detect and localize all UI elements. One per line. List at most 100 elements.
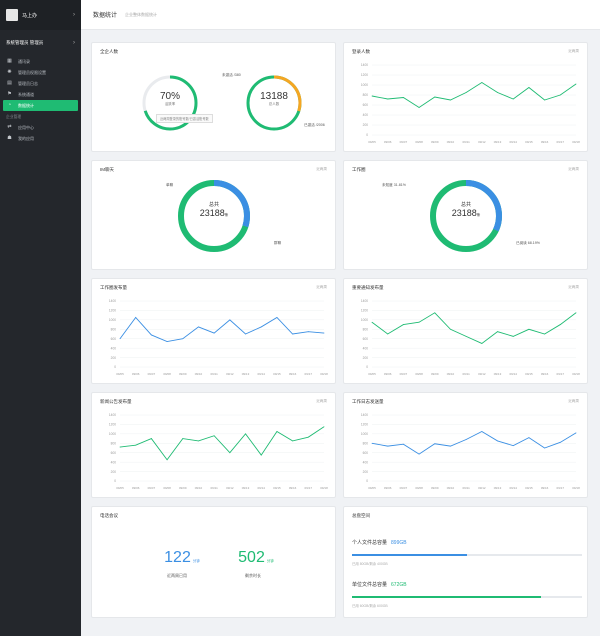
x-tick-label: 09/06 bbox=[132, 486, 140, 490]
x-tick-label: 09/07 bbox=[148, 486, 156, 490]
period-link[interactable]: 近两周 bbox=[568, 49, 579, 53]
data-point bbox=[292, 333, 294, 335]
x-tick-label: 09/11 bbox=[211, 486, 219, 490]
data-point bbox=[387, 333, 389, 335]
sidebar-item-a4[interactable]: ◔ 数据统计 bbox=[3, 100, 78, 111]
data-point bbox=[371, 442, 373, 444]
y-tick-label: 1400 bbox=[109, 299, 116, 303]
data-point bbox=[481, 431, 483, 432]
ring1-center: 70% 活跃率 bbox=[150, 91, 190, 107]
y-tick-label: 400 bbox=[363, 346, 369, 350]
data-point bbox=[497, 92, 498, 93]
work-total-value: 23188条 bbox=[441, 208, 491, 218]
x-tick-label: 09/07 bbox=[148, 372, 156, 376]
x-tick-label: 09/11 bbox=[463, 372, 471, 376]
data-point bbox=[307, 436, 309, 438]
sidebar-item-a0[interactable]: ▦ 通讯录 bbox=[0, 56, 81, 67]
data-point bbox=[371, 95, 373, 97]
x-tick-label: 09/10 bbox=[195, 372, 203, 376]
y-tick-label: 200 bbox=[363, 356, 369, 360]
data-point bbox=[559, 441, 561, 443]
x-tick-label: 09/15 bbox=[273, 486, 281, 490]
y-tick-label: 800 bbox=[111, 441, 117, 445]
series-line bbox=[371, 312, 577, 344]
x-tick-label: 09/08 bbox=[415, 140, 423, 144]
y-tick-label: 1200 bbox=[361, 309, 368, 313]
x-tick-label: 09/18 bbox=[320, 372, 328, 376]
data-point bbox=[166, 459, 168, 461]
account-switcher[interactable]: 系统管理员 管理员 › bbox=[0, 30, 81, 56]
y-tick-label: 0 bbox=[114, 365, 116, 369]
x-tick-label: 09/15 bbox=[525, 486, 533, 490]
card-title: 总盘空间 bbox=[352, 513, 370, 518]
period-link[interactable]: 近两周 bbox=[568, 285, 579, 289]
y-tick-label: 800 bbox=[111, 327, 117, 331]
personal-storage: 个人文件总容量 899GB 已用 80GB/剩余 400GB bbox=[352, 531, 582, 566]
period-link[interactable]: 近两周 bbox=[316, 285, 327, 289]
sidebar-item-a2[interactable]: ▤ 管理员日志 bbox=[0, 78, 81, 89]
work-card: 工作圈 近两周 总共 23188条 未知度 31.81% 已阅读 68.19% bbox=[343, 160, 588, 270]
company-storage-note: 已用 60GB/剩余 600GB bbox=[352, 604, 388, 608]
storage-card: 总盘空间 个人文件总容量 899GB 已用 80GB/剩余 400GB 单位文件总… bbox=[343, 506, 588, 618]
log-pub-line-chart: 1400 1200 1000 800 600 400 200 009/05 09/06 09/07… bbox=[361, 413, 580, 490]
data-point bbox=[387, 445, 389, 447]
period-link[interactable]: 近两周 bbox=[568, 399, 579, 403]
y-tick-label: 1000 bbox=[109, 432, 116, 436]
x-tick-label: 09/05 bbox=[116, 486, 124, 490]
data-point bbox=[260, 326, 262, 328]
company-storage-label: 单位文件总容量 bbox=[352, 582, 388, 588]
y-tick-label: 1400 bbox=[361, 299, 368, 303]
page-title: 数据统计 bbox=[93, 13, 118, 19]
y-tick-label: 1400 bbox=[361, 413, 368, 417]
account-label: 系统管理员 管理员 bbox=[6, 40, 44, 45]
y-tick-label: 200 bbox=[111, 356, 117, 360]
period-link[interactable]: 近两周 bbox=[316, 399, 327, 403]
data-point bbox=[150, 334, 152, 336]
enterprise-card: 全企人数 70% 活跃率 13188 总人数 未激活 /380 已激活 /200… bbox=[91, 42, 336, 152]
data-point bbox=[497, 440, 498, 442]
data-point bbox=[198, 326, 199, 328]
total-users-value: 13188 bbox=[260, 91, 288, 102]
brand-bar[interactable]: 马上办 › bbox=[0, 0, 81, 30]
x-tick-label: 09/10 bbox=[447, 372, 455, 376]
log-pub-card: 工作日志发送量 近两周 1400 1200 1000 800 600 400 200 0 09/… bbox=[343, 392, 588, 498]
x-tick-label: 09/05 bbox=[368, 486, 376, 490]
x-tick-label: 09/11 bbox=[463, 486, 471, 490]
card-title: 工作日志发送量 bbox=[352, 399, 384, 404]
im-card: IM聊天 近两周 总共 23188条 单聊 群聊 bbox=[91, 160, 336, 270]
y-tick-label: 1200 bbox=[361, 73, 368, 77]
sidebar-item-a3[interactable]: ⚑ 系统通道 bbox=[0, 89, 81, 100]
y-tick-label: 1000 bbox=[361, 83, 368, 87]
donut-blue bbox=[178, 180, 250, 252]
period-link[interactable]: 近两周 bbox=[316, 167, 327, 171]
x-tick-label: 09/07 bbox=[400, 140, 408, 144]
data-point bbox=[135, 317, 137, 318]
x-tick-label: 09/18 bbox=[572, 486, 580, 490]
data-point bbox=[402, 97, 404, 98]
im-group-label: 群聊 bbox=[274, 241, 282, 245]
meeting-used-value: 122 bbox=[164, 549, 191, 566]
y-tick-label: 800 bbox=[363, 327, 369, 331]
data-point bbox=[213, 332, 215, 334]
sidebar-item-label: 系统通道 bbox=[18, 91, 34, 97]
y-tick-label: 0 bbox=[366, 479, 368, 483]
sidebar-item-a1[interactable]: ✺ 管理员权限设置 bbox=[0, 67, 81, 78]
x-tick-label: 09/09 bbox=[431, 372, 439, 376]
x-tick-label: 09/16 bbox=[541, 140, 549, 144]
x-tick-label: 09/12 bbox=[226, 372, 234, 376]
meeting-used-unit: 分钟 bbox=[192, 559, 200, 563]
sidebar-item-b0[interactable]: ⇄ 应用中心 bbox=[0, 122, 81, 133]
y-tick-label: 200 bbox=[363, 123, 369, 127]
sidebar-item-b1[interactable]: ☗ 我的应用 bbox=[0, 133, 81, 144]
y-tick-label: 1200 bbox=[109, 423, 116, 427]
ring2-center: 13188 总人数 bbox=[254, 91, 294, 107]
period-link[interactable]: 近两周 bbox=[568, 167, 579, 171]
x-tick-label: 09/12 bbox=[478, 372, 486, 376]
y-tick-label: 800 bbox=[363, 441, 369, 445]
page-header: 数据统计 企业整体数据统计 bbox=[81, 0, 600, 30]
card-title: 工作圈发布量 bbox=[100, 285, 127, 290]
x-tick-label: 09/09 bbox=[431, 140, 439, 144]
x-tick-label: 09/08 bbox=[415, 486, 423, 490]
data-point bbox=[575, 83, 577, 85]
y-tick-label: 1200 bbox=[361, 423, 368, 427]
